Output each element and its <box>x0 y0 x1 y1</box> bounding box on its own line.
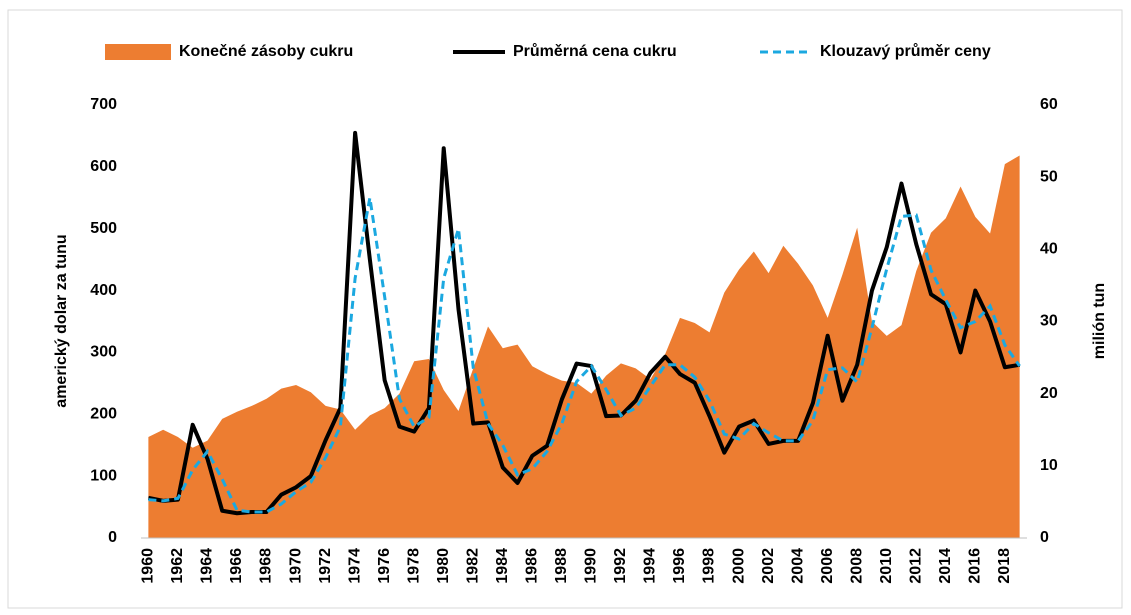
y2-tick-label: 60 <box>1040 96 1058 113</box>
x-tick-label: 1972 <box>317 548 334 584</box>
y2-tick-label: 20 <box>1040 385 1058 402</box>
frame <box>7 9 1123 609</box>
legend-label: Klouzavý průměr ceny <box>820 43 991 60</box>
x-tick-label: 2004 <box>789 548 806 584</box>
x-tick-label: 2014 <box>937 548 954 584</box>
y2-tick-label: 40 <box>1040 241 1058 258</box>
y-tick-label: 500 <box>90 220 117 237</box>
x-tick-label: 1960 <box>140 548 157 584</box>
y-tick-label: 400 <box>90 282 117 299</box>
y-tick-label: 200 <box>90 406 117 423</box>
x-tick-label: 1988 <box>553 548 570 584</box>
moving-average-line <box>148 197 1021 514</box>
x-tick-label: 1984 <box>494 548 511 584</box>
x-tick-label: 2002 <box>760 548 777 584</box>
y2-tick-label: 0 <box>1040 529 1049 546</box>
x-tick-label: 1994 <box>642 548 659 584</box>
legend-swatch <box>105 44 171 60</box>
x-tick-label: 1986 <box>524 548 541 584</box>
x-tick-label: 1976 <box>376 548 393 584</box>
y-tick-label: 100 <box>90 467 117 484</box>
x-tick-label: 2010 <box>878 548 895 584</box>
area <box>148 155 1020 538</box>
x-tick-label: 1966 <box>228 548 245 584</box>
x-tick-label: 1974 <box>346 548 363 584</box>
y2-axis-title: milión tun <box>1091 283 1108 359</box>
y-tick-label: 300 <box>90 344 117 361</box>
x-tick-label: 2016 <box>967 548 984 584</box>
x-tick-label: 1970 <box>287 548 304 584</box>
x-tick-label: 1964 <box>199 548 216 584</box>
x-tick-label: 2008 <box>848 548 865 584</box>
x-tick-label: 1980 <box>435 548 452 584</box>
x-tick-label: 1982 <box>464 548 481 584</box>
x-tick-label: 1978 <box>405 548 422 584</box>
x-tick-label: 1996 <box>671 548 688 584</box>
y2-tick-label: 50 <box>1040 168 1058 185</box>
x-tick-label: 2000 <box>730 548 747 584</box>
x-tick-label: 1992 <box>612 548 629 584</box>
y2-tick-label: 10 <box>1040 457 1058 474</box>
y-tick-label: 600 <box>90 158 117 175</box>
y-tick-label: 700 <box>90 96 117 113</box>
x-tick-label: 2006 <box>819 548 836 584</box>
legend-label: Průměrná cena cukru <box>513 43 677 60</box>
x-tick-label: 1990 <box>583 548 600 584</box>
x-tick-label: 2012 <box>907 548 924 584</box>
x-tick-label: 2018 <box>996 548 1013 584</box>
x-tick-label: 1968 <box>258 548 275 584</box>
x-tick-label: 1998 <box>701 548 718 584</box>
y-tick-label: 0 <box>108 529 117 546</box>
price-line <box>147 130 1020 516</box>
x-tick-label: 1962 <box>169 548 186 584</box>
y2-tick-label: 30 <box>1040 313 1058 330</box>
legend-label: Konečné zásoby cukru <box>179 43 353 60</box>
y-axis-title: americký dolar za tunu <box>53 234 70 407</box>
